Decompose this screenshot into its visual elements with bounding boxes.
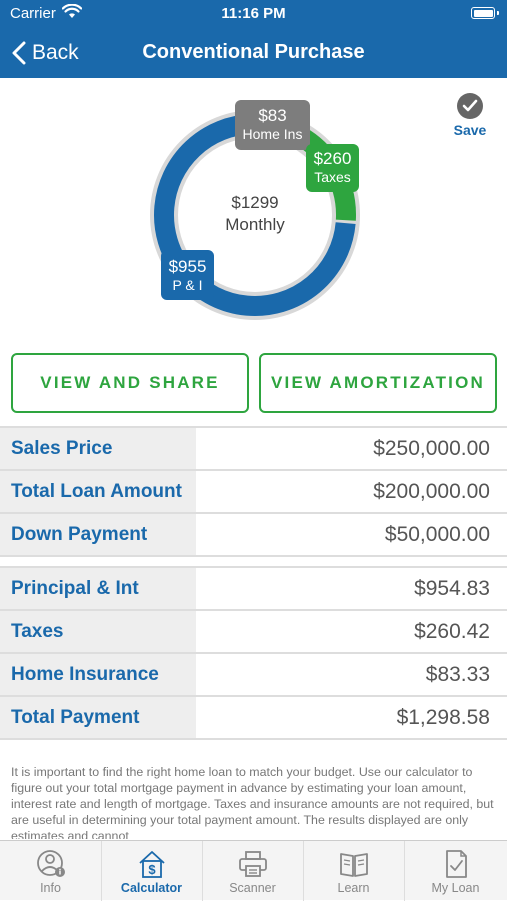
row-label: Taxes (0, 611, 196, 652)
row-value: $83.33 (425, 663, 490, 686)
row-label: Total Loan Amount (0, 471, 196, 512)
book-icon (339, 853, 368, 877)
save-label: Save (453, 122, 487, 138)
row-value: $250,000.00 (373, 437, 490, 460)
tab-label: Learn (337, 881, 370, 895)
carrier-label: Carrier (10, 5, 56, 22)
table-row: Total Loan Amount $200,000.00 (0, 471, 507, 514)
disclaimer-text: It is important to find the right home l… (11, 765, 494, 839)
calculator-icon: $ (138, 851, 165, 878)
table-row: Total Payment $1,298.58 (0, 697, 507, 740)
view-amortization-button[interactable]: VIEW AMORTIZATION (259, 353, 497, 413)
taxes-value: $260 (313, 149, 352, 168)
tab-info[interactable]: Info (0, 841, 101, 901)
wifi-icon (61, 3, 83, 24)
row-value: $50,000.00 (384, 523, 490, 546)
tab-learn[interactable]: Learn (303, 841, 404, 901)
pi-badge: $955 P & I (161, 250, 214, 300)
clock: 11:16 PM (221, 5, 286, 22)
tab-scanner[interactable]: Scanner (202, 841, 303, 901)
document-check-icon (445, 850, 467, 878)
monthly-label: Monthly (225, 215, 285, 234)
chevron-left-icon (12, 41, 26, 65)
row-value: $200,000.00 (373, 480, 490, 503)
battery-icon (471, 7, 499, 19)
taxes-label: Taxes (314, 169, 351, 185)
pi-value: $955 (168, 257, 207, 276)
table-row: Home Insurance $83.33 (0, 654, 507, 697)
back-label: Back (32, 41, 79, 64)
home-ins-value: $83 (258, 106, 287, 125)
row-label: Total Payment (0, 697, 196, 738)
home-ins-label: Home Ins (242, 126, 303, 142)
table-row: Sales Price $250,000.00 (0, 428, 507, 471)
payment-breakdown-chart: $1299 Monthly $83 Home Ins $260 Taxes $9… (0, 78, 507, 348)
back-button[interactable]: Back (12, 38, 79, 68)
tab-bar: Info $ Calculator Scanner Learn My Loan (0, 840, 507, 901)
row-label: Down Payment (0, 514, 196, 555)
tab-label: My Loan (431, 881, 480, 895)
tab-label: Calculator (120, 881, 183, 895)
table-row: Principal & Int $954.83 (0, 568, 507, 611)
printer-icon (238, 851, 267, 877)
monthly-total: $1299 (231, 193, 279, 212)
status-bar: Carrier 11:16 PM (0, 0, 507, 28)
row-label: Home Insurance (0, 654, 196, 695)
row-value: $260.42 (414, 620, 490, 643)
row-label: Sales Price (0, 428, 196, 469)
save-button[interactable]: Save (449, 93, 491, 138)
row-value: $1,298.58 (396, 706, 490, 729)
loan-summary-table: Sales Price $250,000.00 Total Loan Amoun… (0, 426, 507, 557)
taxes-badge: $260 Taxes (306, 144, 359, 192)
row-value: $954.83 (414, 577, 490, 600)
svg-text:$: $ (148, 862, 156, 877)
table-row: Taxes $260.42 (0, 611, 507, 654)
tab-label: Info (40, 881, 61, 895)
checkmark-icon (457, 93, 483, 119)
table-row: Down Payment $50,000.00 (0, 514, 507, 557)
donut-segment-pi (154, 114, 356, 316)
page-title: Conventional Purchase (142, 41, 365, 63)
info-user-icon (36, 850, 65, 877)
tab-calculator[interactable]: $ Calculator (101, 841, 202, 901)
view-and-share-button[interactable]: VIEW AND SHARE (11, 353, 249, 413)
pi-label: P & I (172, 277, 203, 293)
payment-summary-table: Principal & Int $954.83 Taxes $260.42 Ho… (0, 566, 507, 740)
tab-my-loan[interactable]: My Loan (404, 841, 507, 901)
nav-bar: Back Conventional Purchase (0, 28, 507, 78)
home-ins-badge: $83 Home Ins (235, 100, 310, 150)
row-label: Principal & Int (0, 568, 196, 609)
tab-label: Scanner (229, 881, 276, 895)
